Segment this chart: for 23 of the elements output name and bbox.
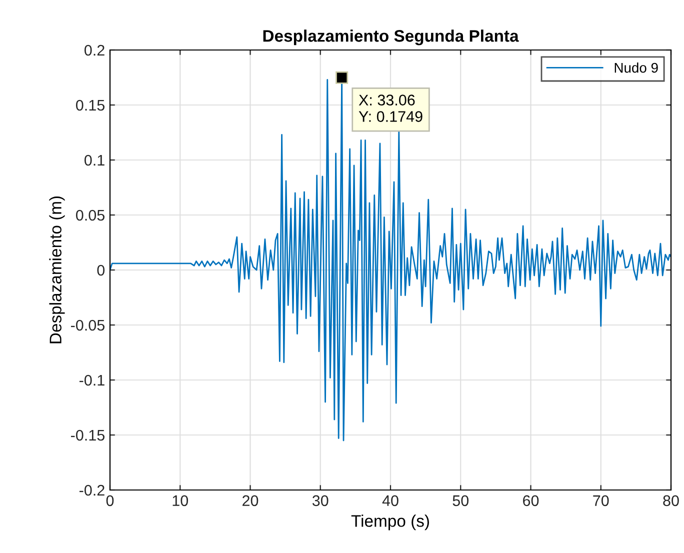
x-tick-label: 10 xyxy=(172,495,188,506)
chart-title: Desplazamiento Segunda Planta xyxy=(263,30,519,46)
y-tick-label: 0.15 xyxy=(76,100,104,111)
x-tick-label: 80 xyxy=(663,495,679,506)
y-tick-label: -0.1 xyxy=(79,374,104,386)
y-tick-label: 0.05 xyxy=(76,210,104,221)
x-axis-title: Tiempo (s) xyxy=(351,514,429,530)
y-tick-label: 0 xyxy=(97,264,105,276)
y-tick-label: -0.2 xyxy=(79,484,104,496)
x-tick-label: 0 xyxy=(106,495,114,506)
x-tick-label: 20 xyxy=(242,495,258,506)
x-tick-label: 30 xyxy=(312,495,328,506)
y-tick-label: 0.2 xyxy=(84,44,104,56)
y-tick-label: -0.05 xyxy=(71,320,104,331)
y-tick-label: 0.1 xyxy=(84,154,104,166)
y-axis-title: Desplazamiento (m) xyxy=(49,196,65,344)
legend-label: Nudo 9 xyxy=(614,62,658,73)
x-tick-label: 50 xyxy=(452,495,469,506)
x-tick-label: 60 xyxy=(523,495,539,506)
annotation: X: 33.06 Y: 0.1749 xyxy=(358,94,422,122)
x-tick-label: 70 xyxy=(593,495,609,506)
y-tick-label: -0.15 xyxy=(71,430,104,441)
x-tick-label: 40 xyxy=(382,495,398,506)
